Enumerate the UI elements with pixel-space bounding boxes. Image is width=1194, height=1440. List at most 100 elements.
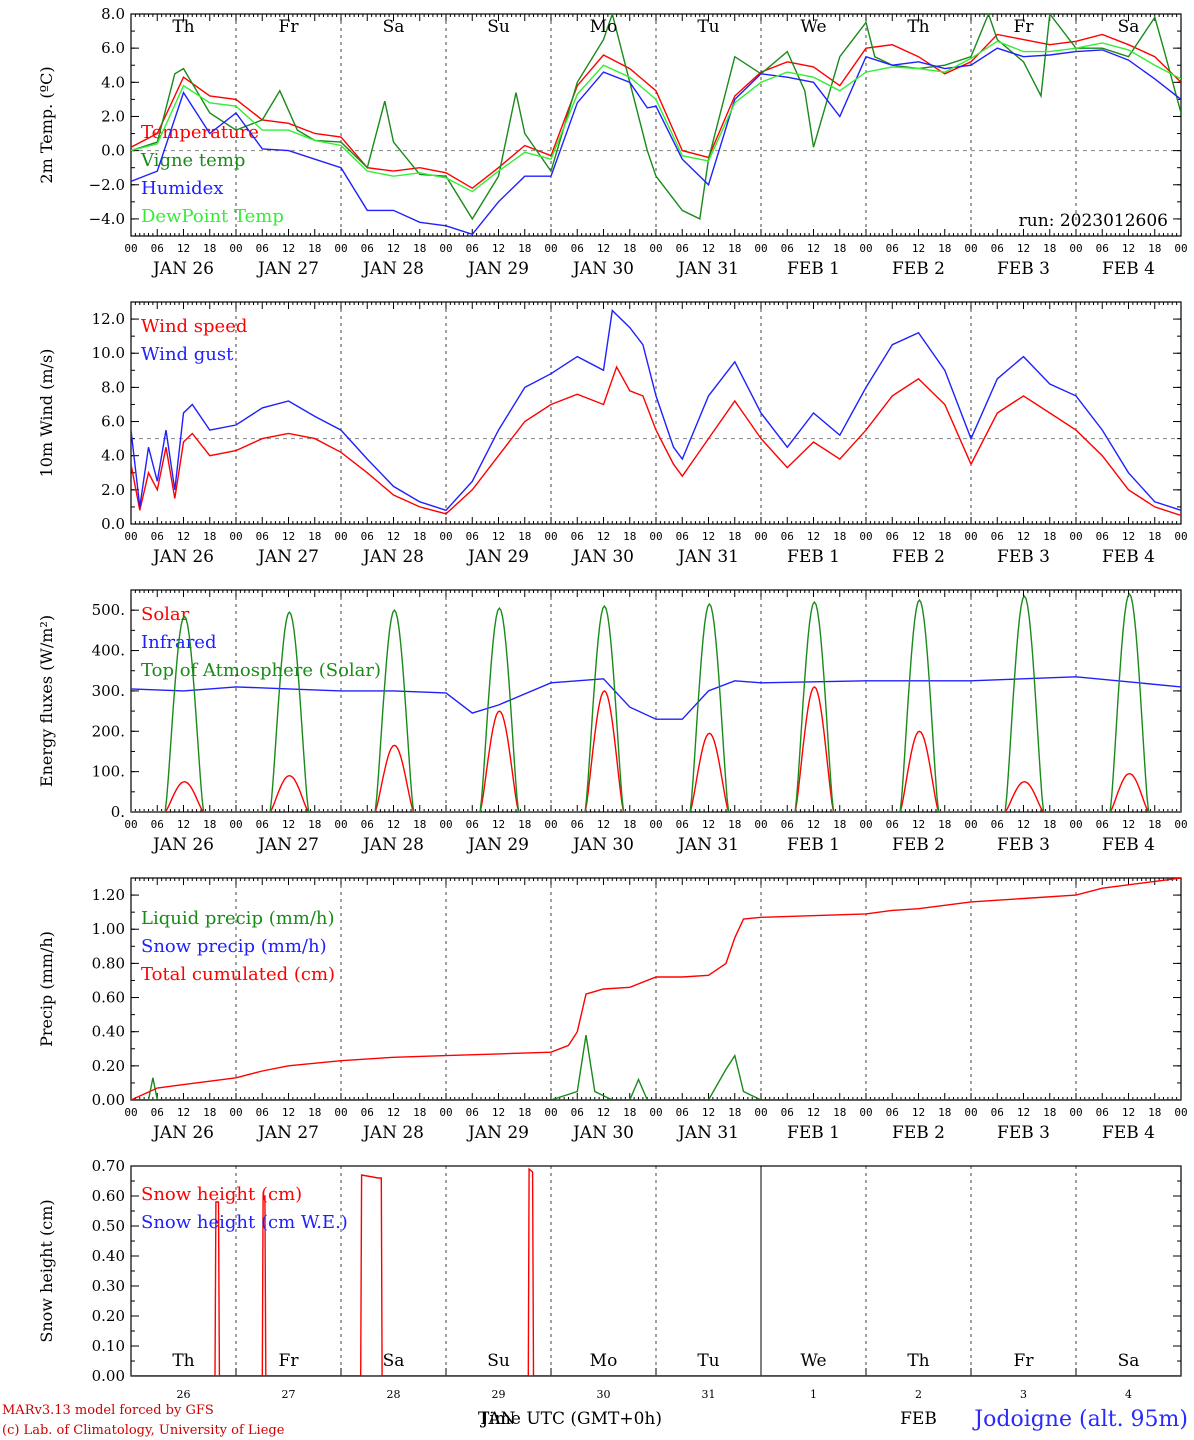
hour-tick-label: 00 (859, 1106, 872, 1119)
hour-tick-label: 06 (571, 818, 584, 831)
hour-tick-label: 12 (387, 1106, 400, 1119)
weekday-label: Sa (383, 17, 405, 37)
hour-tick-label: 06 (781, 1106, 794, 1119)
weekday-label: We (800, 1351, 826, 1371)
hour-tick-label: 18 (1043, 242, 1056, 255)
hour-tick-label: 12 (597, 530, 610, 543)
hour-tick-label: 00 (124, 1106, 137, 1119)
y-tick-label: 0.50 (92, 1217, 125, 1235)
hour-tick-label: 00 (124, 530, 137, 543)
weekday-label: Su (487, 17, 510, 37)
hour-tick-label: 18 (623, 242, 636, 255)
hour-tick-label: 00 (334, 530, 347, 543)
hour-tick-label: 12 (807, 818, 820, 831)
series-line-temperature (131, 33, 1181, 190)
date-label: JAN 31 (676, 835, 739, 855)
hour-tick-label: 18 (518, 242, 531, 255)
hour-tick-label: 12 (1122, 818, 1135, 831)
y-tick-label: 0.00 (92, 1091, 125, 1109)
hour-tick-label: 06 (781, 530, 794, 543)
hour-tick-label: 18 (308, 530, 321, 543)
hour-tick-label: 00 (649, 530, 662, 543)
hour-tick-label: 18 (518, 530, 531, 543)
hour-tick-label: 12 (177, 242, 190, 255)
hour-tick-label: 06 (466, 1106, 479, 1119)
hour-tick-label: 12 (387, 530, 400, 543)
hour-tick-label: 00 (754, 818, 767, 831)
legend-snow-height-cm-w-e-: Snow height (cm W.E.) (141, 1212, 348, 1233)
y-tick-label: 8.0 (101, 378, 125, 396)
y-tick-label: 100. (92, 763, 125, 781)
series-line-liquid-precip-mm-h- (131, 1034, 1181, 1100)
legend-wind-gust: Wind gust (141, 344, 234, 365)
hour-tick-label: 00 (649, 242, 662, 255)
hour-tick-label: 06 (571, 530, 584, 543)
panel-temperature: 8.0 6.0 4.0 2.0 0.0 −2.0 −4.0 2m Temp. (ºC) Temp… (37, 5, 1188, 279)
date-label: JAN 27 (256, 835, 319, 855)
date-number-label: 2 (915, 1388, 922, 1401)
date-label: FEB 3 (997, 835, 1050, 855)
date-label: JAN 30 (571, 835, 634, 855)
hour-tick-label: 12 (912, 242, 925, 255)
hour-tick-label: 06 (466, 530, 479, 543)
date-label: JAN 30 (571, 547, 634, 567)
hour-tick-label: 00 (229, 530, 242, 543)
hour-tick-label: 12 (1017, 818, 1030, 831)
date-label: JAN 27 (256, 1123, 319, 1143)
y-tick-label: 12.0 (92, 310, 125, 328)
series-line-snow-height-cm- (131, 1167, 1181, 1376)
y-tick-label: 2.0 (101, 481, 125, 499)
date-label: JAN 28 (361, 1123, 424, 1143)
hour-tick-label: 12 (1017, 242, 1030, 255)
run-label: run: 2023012606 (1019, 211, 1168, 231)
weekday-label: Sa (383, 1351, 405, 1371)
y-tick-label: 0.60 (92, 989, 125, 1007)
date-number-label: 4 (1125, 1388, 1132, 1401)
hour-tick-label: 06 (151, 530, 164, 543)
date-label: JAN 26 (151, 1123, 214, 1143)
month-label-feb: FEB (900, 1409, 937, 1429)
hour-tick-label: 00 (334, 818, 347, 831)
hour-tick-label: 00 (439, 818, 452, 831)
hour-tick-label: 06 (466, 242, 479, 255)
hour-tick-label: 12 (597, 1106, 610, 1119)
hour-tick-label: 18 (728, 818, 741, 831)
hour-tick-label: 18 (413, 1106, 426, 1119)
y-tick-label: 1.20 (92, 886, 125, 904)
hour-tick-label: 12 (597, 242, 610, 255)
date-label: FEB 1 (787, 835, 840, 855)
series-line-solar (131, 685, 1181, 812)
y-tick-label: 0.20 (92, 1307, 125, 1325)
hour-tick-label: 00 (649, 818, 662, 831)
hour-tick-label: 00 (859, 818, 872, 831)
plot-frame (130, 301, 1182, 525)
hour-tick-label: 18 (518, 1106, 531, 1119)
weekday-label: Fr (1014, 17, 1035, 37)
y-tick-label: 0.0 (101, 515, 125, 533)
hour-tick-label: 12 (177, 818, 190, 831)
hour-tick-label: 06 (361, 1106, 374, 1119)
hour-tick-label: 06 (676, 530, 689, 543)
date-label: JAN 30 (571, 259, 634, 279)
weekday-label: Fr (1014, 1351, 1035, 1371)
hour-tick-label: 18 (203, 530, 216, 543)
y-tick-label: 0.40 (92, 1247, 125, 1265)
hour-tick-label: 06 (1096, 1106, 1109, 1119)
date-number-label: 31 (702, 1388, 716, 1401)
hour-tick-label: 18 (413, 530, 426, 543)
hour-tick-label: 12 (492, 530, 505, 543)
date-label: JAN 27 (256, 547, 319, 567)
date-label: FEB 4 (1102, 835, 1155, 855)
panel-wind: 12.0 10.0 8.0 6.0 4.0 2.0 0.0 10m Wind (m/s) Win… (37, 301, 1188, 567)
hour-tick-label: 12 (1017, 530, 1030, 543)
y-tick-label: −4.0 (89, 210, 125, 228)
date-label: JAN 26 (151, 259, 214, 279)
series-line-top-of-atmosphere-solar- (131, 592, 1181, 812)
hour-tick-label: 06 (676, 818, 689, 831)
hour-tick-label: 00 (1069, 530, 1082, 543)
hour-tick-label: 06 (361, 530, 374, 543)
date-number-label: 30 (597, 1388, 611, 1401)
y-tick-label: 0.30 (92, 1277, 125, 1295)
hour-tick-label: 00 (544, 1106, 557, 1119)
hour-tick-label: 06 (991, 530, 1004, 543)
